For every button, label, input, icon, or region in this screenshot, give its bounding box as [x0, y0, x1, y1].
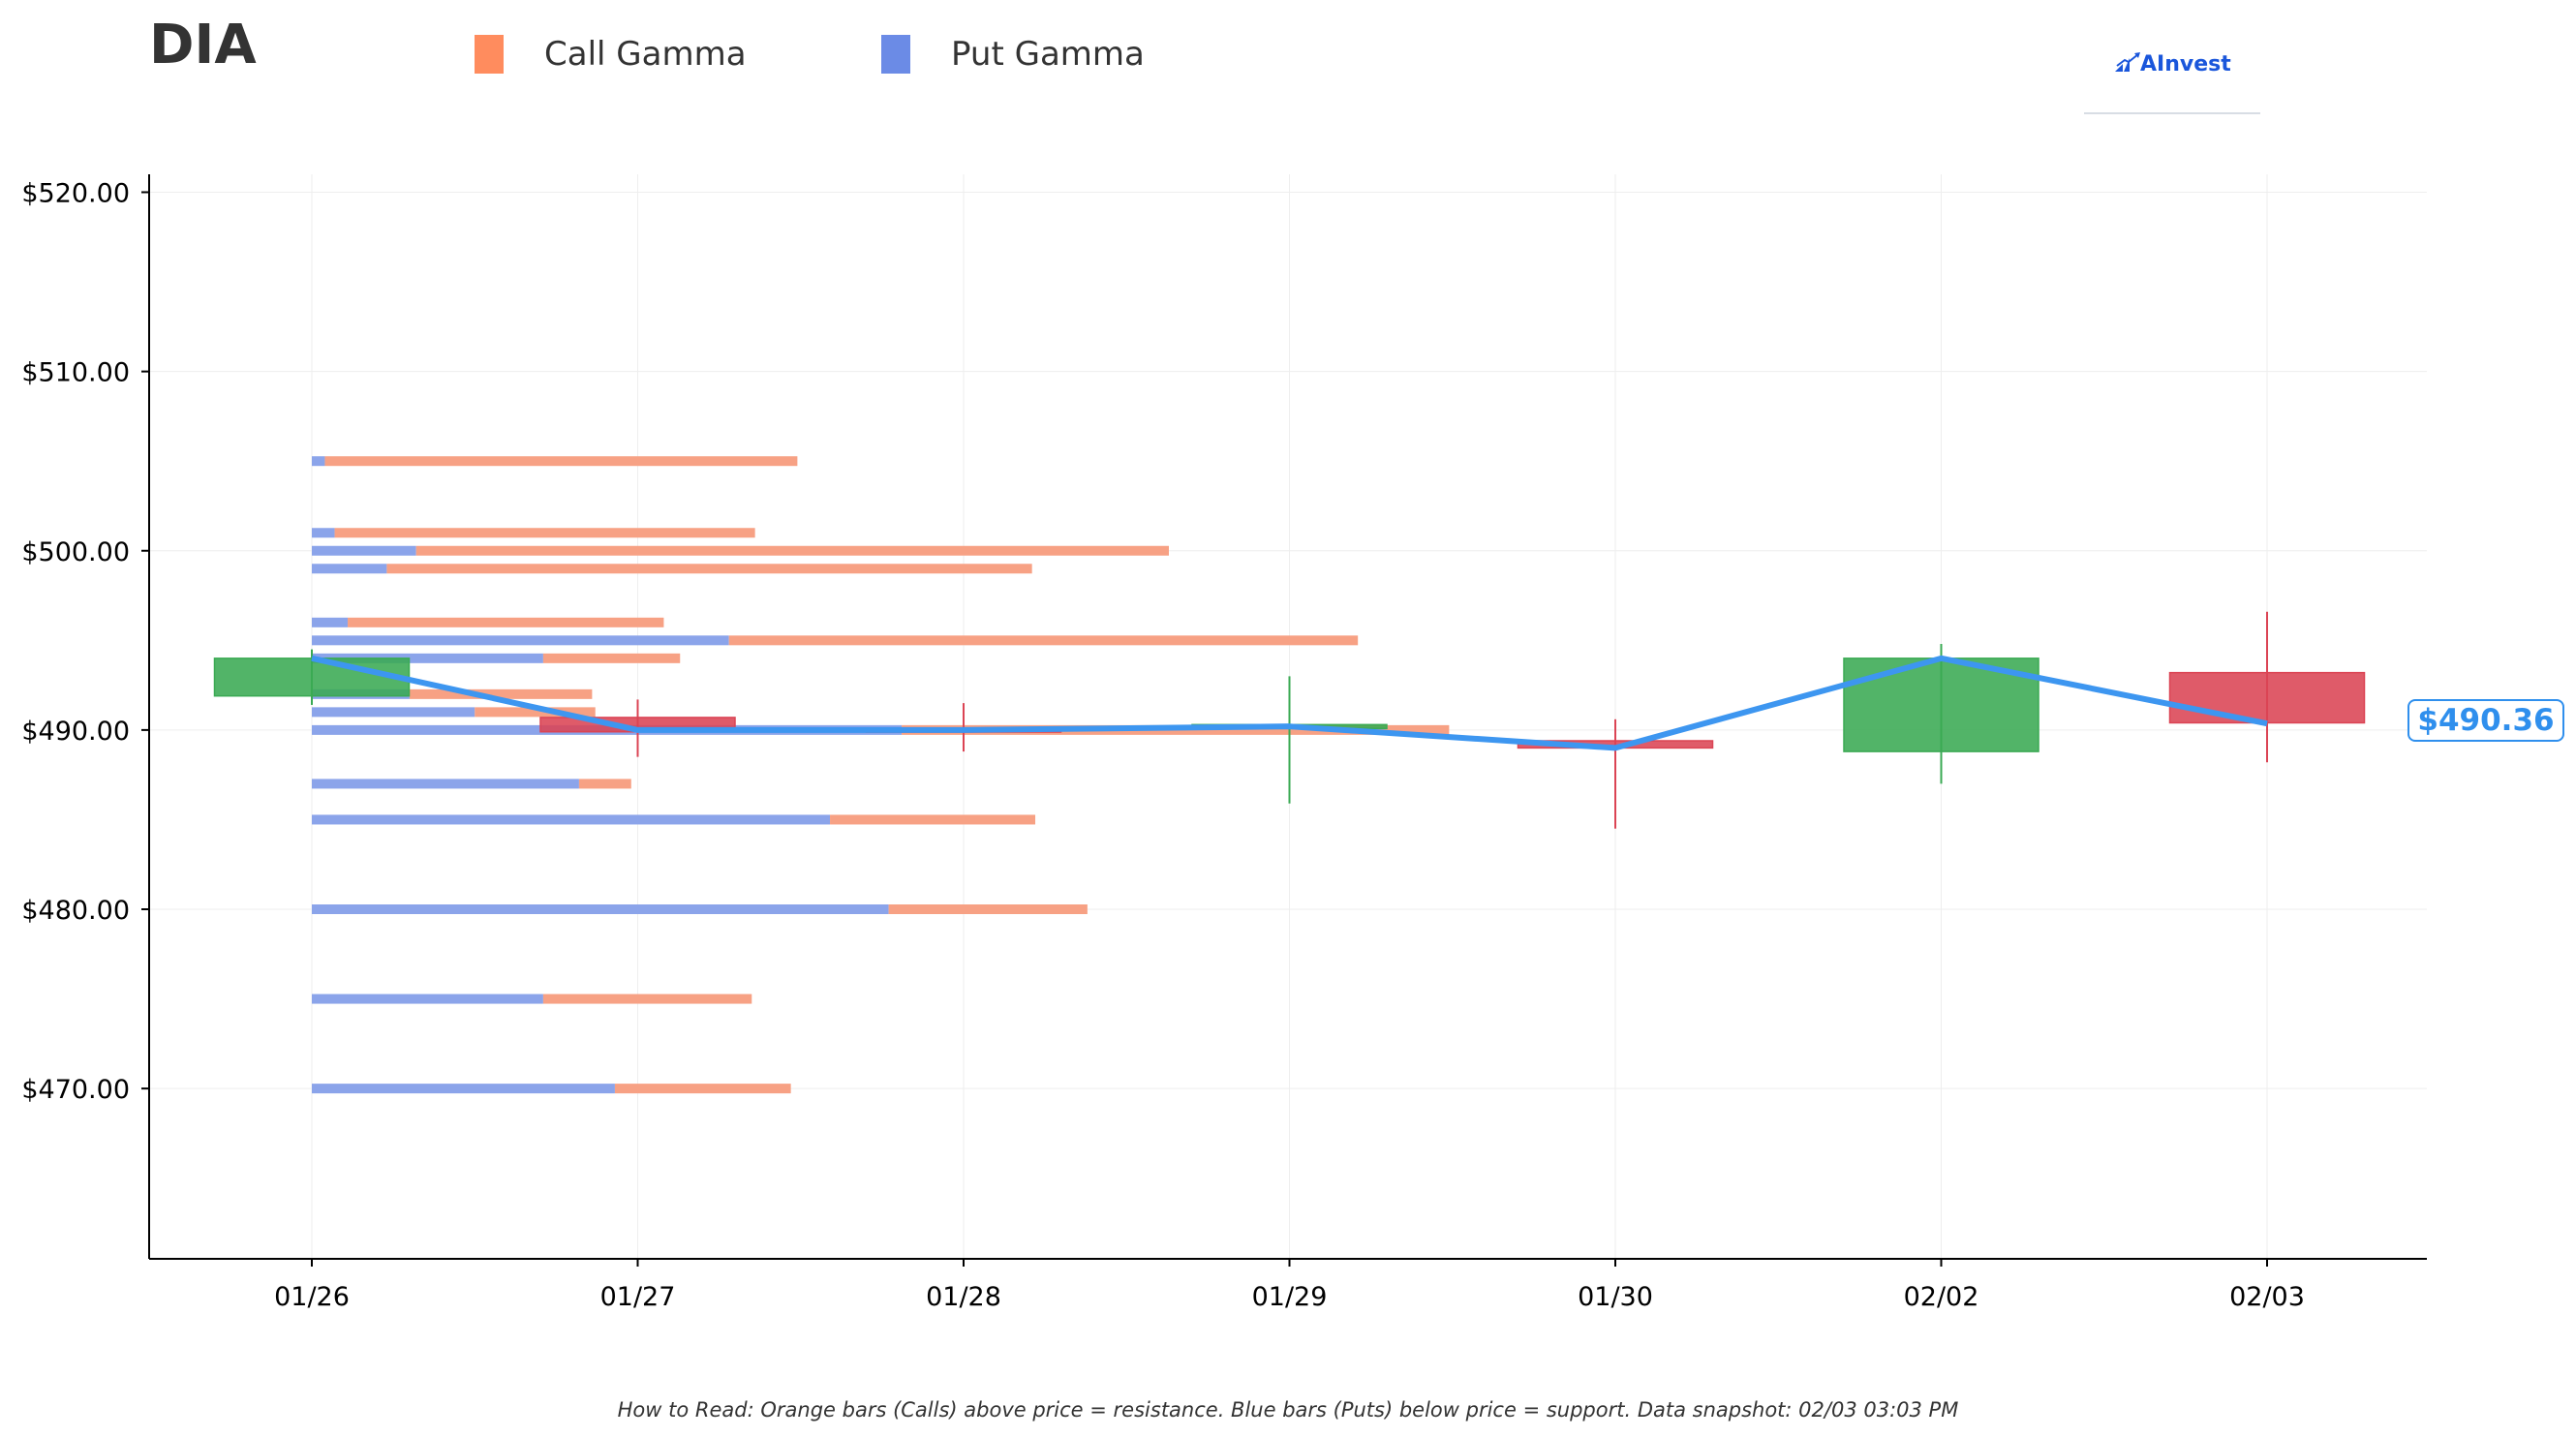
call-gamma-bar — [614, 1084, 791, 1094]
y-tick-label: $480.00 — [21, 896, 130, 926]
put-gamma-bar — [312, 779, 579, 789]
reading-guide-footnote: How to Read: Orange bars (Calls) above p… — [617, 1398, 1959, 1422]
close-price-line — [311, 655, 2268, 751]
x-tick-label: 02/02 — [1904, 1282, 1979, 1312]
x-tick-label: 02/03 — [2229, 1282, 2305, 1312]
x-tick-label: 01/29 — [1252, 1282, 1328, 1312]
put-gamma-bar — [312, 545, 416, 556]
candle-body — [2168, 671, 2366, 724]
axes: $470.00 $480.00 $490.00 $500.00 $510.00 $520.… — [21, 174, 2427, 1312]
put-gamma-bar — [312, 617, 349, 627]
ticker-title: DIA — [149, 14, 257, 76]
brand-chart-icon — [2115, 52, 2140, 72]
legend-label-put-gamma: Put Gamma — [951, 35, 1145, 74]
brand-name: AInvest — [2140, 52, 2231, 76]
y-tick-label: $520.00 — [21, 179, 130, 209]
call-gamma-bar — [415, 545, 1169, 556]
put-gamma-bar — [312, 994, 543, 1004]
last-price-tag: $490.36 — [2407, 699, 2564, 742]
put-gamma-bar — [312, 1084, 615, 1094]
put-gamma-bar — [312, 564, 387, 574]
y-tick-label: $490.00 — [21, 717, 130, 747]
call-gamma-bar — [542, 653, 681, 663]
call-gamma-bar — [475, 707, 596, 718]
put-gamma-bar — [312, 528, 335, 538]
brand-logo: AInvest — [2084, 39, 2260, 114]
legend-item-put-gamma: Put Gamma — [881, 35, 1145, 74]
put-gamma-bar — [312, 904, 889, 915]
legend-item-call-gamma: Call Gamma — [475, 35, 747, 74]
call-gamma-bar — [324, 456, 798, 467]
put-gamma-bar — [312, 635, 729, 646]
candle-body — [213, 657, 411, 697]
call-gamma-bar — [728, 635, 1359, 646]
call-gamma-bar — [830, 814, 1036, 825]
put-gamma-bar — [312, 456, 325, 467]
x-tick-label: 01/28 — [926, 1282, 1001, 1312]
call-gamma-bar — [409, 688, 593, 699]
call-gamma-bar — [386, 564, 1032, 574]
x-tick-label: 01/30 — [1578, 1282, 1653, 1312]
gamma-bars — [312, 456, 1450, 1094]
call-gamma-bar — [542, 994, 752, 1004]
put-gamma-bar — [312, 814, 831, 825]
call-gamma-swatch — [475, 35, 504, 74]
y-tick-label: $510.00 — [21, 358, 130, 388]
legend-label-call-gamma: Call Gamma — [544, 35, 747, 74]
call-gamma-bar — [334, 528, 755, 538]
y-tick-label: $500.00 — [21, 537, 130, 567]
call-gamma-bar — [578, 779, 631, 789]
x-tick-label: 01/26 — [274, 1282, 350, 1312]
close-price-series — [311, 655, 2268, 751]
x-tick-label: 01/27 — [600, 1282, 676, 1312]
put-gamma-bar — [312, 707, 475, 718]
put-gamma-bar — [312, 653, 543, 663]
call-gamma-bar — [348, 617, 664, 627]
call-gamma-bar — [888, 904, 1088, 915]
y-tick-label: $470.00 — [21, 1075, 130, 1105]
put-gamma-swatch — [881, 35, 910, 74]
